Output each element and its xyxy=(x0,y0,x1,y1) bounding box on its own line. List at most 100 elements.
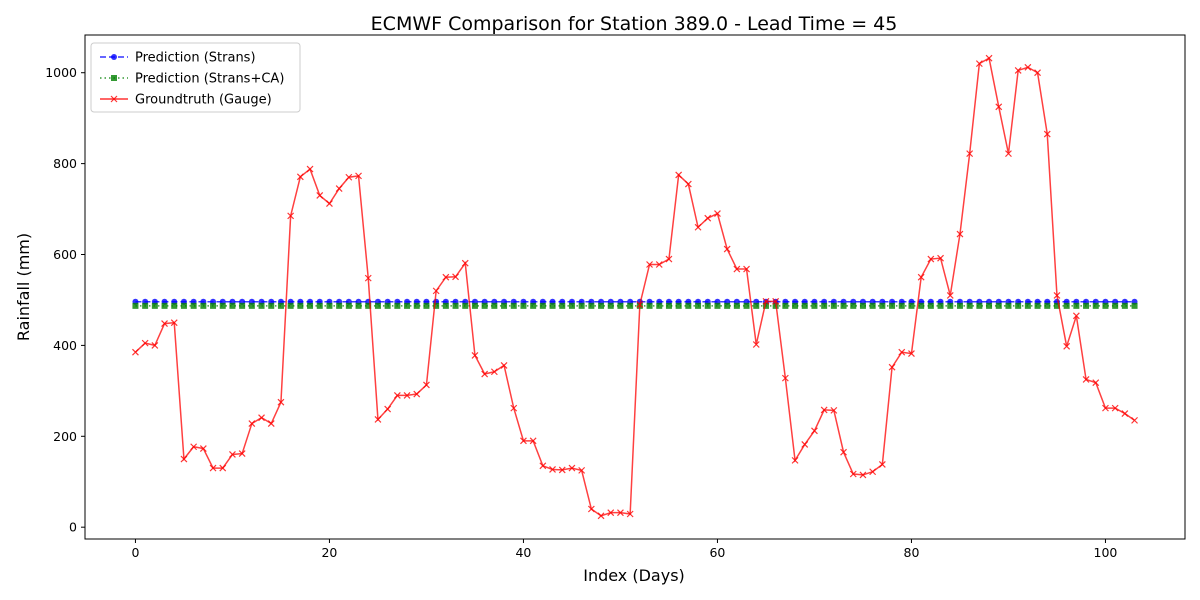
data-point xyxy=(442,302,449,309)
data-point xyxy=(462,302,469,309)
data-point xyxy=(1092,302,1099,309)
data-point xyxy=(695,302,702,309)
data-point xyxy=(423,381,430,389)
data-point xyxy=(287,302,294,309)
data-point xyxy=(316,192,324,199)
data-point xyxy=(141,339,149,347)
data-point xyxy=(393,391,401,399)
data-point xyxy=(1092,379,1100,387)
data-point xyxy=(132,348,139,356)
data-point xyxy=(1053,291,1061,299)
data-point xyxy=(171,302,178,309)
data-point xyxy=(248,420,256,427)
data-point xyxy=(840,302,847,309)
data-point xyxy=(210,302,217,309)
data-point xyxy=(384,302,391,309)
x-tick-label: 100 xyxy=(1094,545,1118,560)
data-point xyxy=(684,180,692,188)
legend-entry: Prediction (Strans+CA) xyxy=(100,72,284,87)
plot-frame xyxy=(84,34,1186,540)
data-point xyxy=(132,302,139,309)
data-point xyxy=(248,302,255,309)
data-point xyxy=(374,302,381,309)
data-point xyxy=(888,363,896,371)
data-point xyxy=(1053,302,1060,309)
data-point xyxy=(597,512,605,520)
data-point xyxy=(927,302,934,309)
data-point xyxy=(898,348,906,356)
data-point xyxy=(1121,410,1129,417)
data-point xyxy=(199,445,207,452)
data-point xyxy=(607,509,615,517)
data-point xyxy=(413,302,420,309)
data-point xyxy=(111,75,117,81)
data-point xyxy=(578,466,586,474)
data-point xyxy=(946,291,954,299)
data-point xyxy=(792,302,799,309)
x-tick-label: 40 xyxy=(515,545,531,560)
data-point xyxy=(229,451,236,458)
data-point xyxy=(966,302,973,309)
data-point xyxy=(908,350,915,358)
legend-label: Prediction (Strans+CA) xyxy=(135,72,284,87)
data-point xyxy=(956,230,964,238)
y-tick-label: 400 xyxy=(53,338,77,353)
data-point xyxy=(675,302,682,309)
data-point xyxy=(170,319,178,327)
data-point xyxy=(627,302,634,309)
data-point xyxy=(510,404,518,412)
data-point xyxy=(869,302,876,309)
data-point xyxy=(238,450,246,457)
y-tick-label: 600 xyxy=(53,247,77,262)
data-point xyxy=(296,173,304,181)
data-point xyxy=(723,245,731,253)
data-point xyxy=(588,302,595,309)
data-point xyxy=(1131,416,1138,424)
series-3 xyxy=(132,54,1138,520)
data-point xyxy=(743,265,750,273)
data-point xyxy=(161,302,168,309)
data-point xyxy=(307,302,314,309)
data-point xyxy=(975,60,983,68)
data-point xyxy=(782,302,789,309)
data-point xyxy=(1112,302,1119,309)
data-point xyxy=(976,302,983,309)
data-point xyxy=(345,302,352,309)
legend-entry: Prediction (Strans) xyxy=(100,51,256,66)
data-point xyxy=(510,302,517,309)
data-point xyxy=(830,302,837,309)
data-point xyxy=(694,223,702,231)
data-point xyxy=(500,361,508,369)
data-point xyxy=(898,302,905,309)
data-point xyxy=(1131,302,1138,309)
y-tick-label: 800 xyxy=(53,156,77,171)
data-point xyxy=(636,301,644,308)
data-point xyxy=(539,302,546,309)
data-point xyxy=(316,302,323,309)
data-point xyxy=(587,505,595,513)
data-point xyxy=(811,427,818,435)
data-point xyxy=(345,173,353,181)
legend-entry: Groundtruth (Gauge) xyxy=(100,93,272,108)
data-point xyxy=(1044,302,1051,309)
data-point xyxy=(559,302,566,309)
data-point xyxy=(1015,302,1022,309)
data-point xyxy=(1083,302,1090,309)
data-point xyxy=(326,200,333,208)
data-point xyxy=(733,302,740,309)
data-point xyxy=(869,468,877,476)
data-point xyxy=(1111,404,1119,412)
x-axis-label: Index (Days) xyxy=(583,566,685,585)
data-point xyxy=(743,302,750,309)
data-point xyxy=(268,302,275,309)
data-point xyxy=(151,341,159,349)
data-point xyxy=(830,406,838,414)
data-point xyxy=(801,441,809,448)
data-point xyxy=(1102,404,1109,412)
series-layer xyxy=(132,54,1138,520)
data-point xyxy=(529,437,537,445)
data-point xyxy=(956,302,963,309)
data-point xyxy=(811,302,818,309)
data-point xyxy=(995,103,1003,111)
y-tick-label: 1000 xyxy=(45,65,77,80)
